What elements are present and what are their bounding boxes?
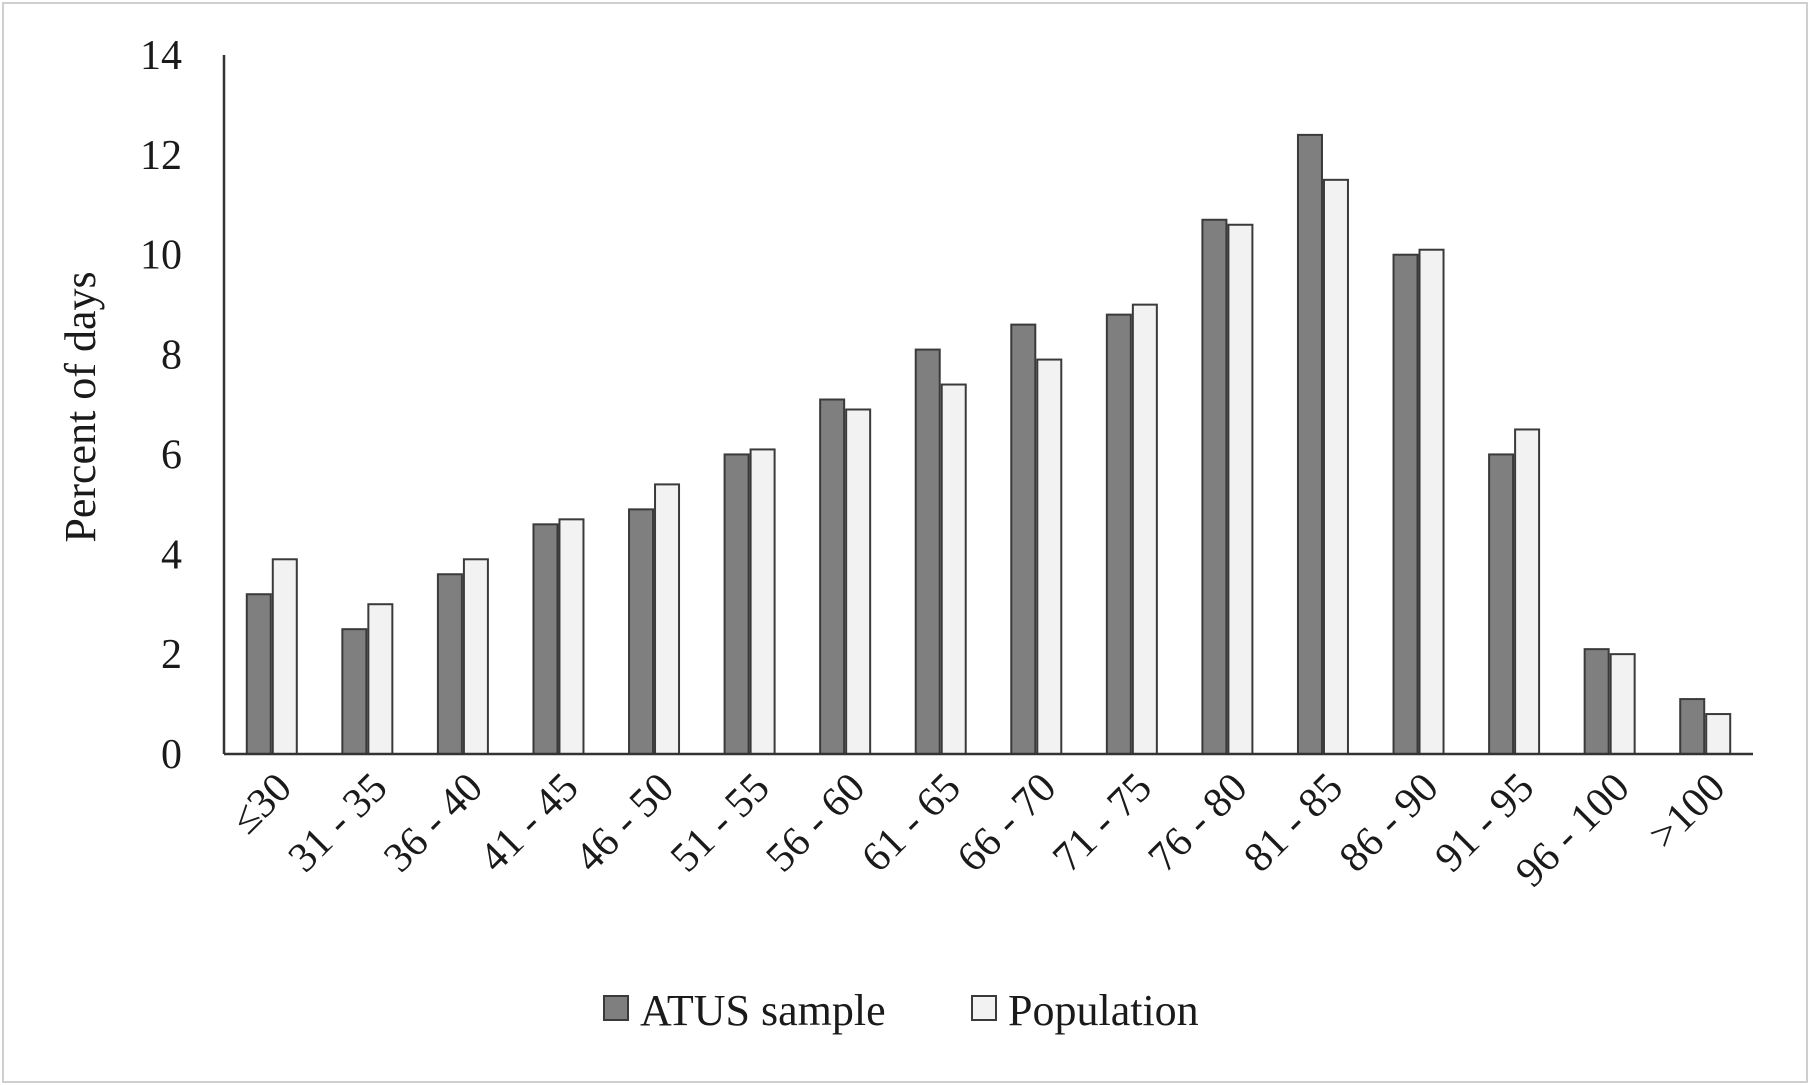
bar-population bbox=[940, 383, 967, 755]
bar-atus-sample bbox=[723, 453, 750, 755]
x-tick-label: 41 - 45 bbox=[471, 765, 588, 882]
x-tick-label: 86 - 90 bbox=[1331, 765, 1448, 882]
bar-population bbox=[654, 483, 681, 755]
bar-atus-sample bbox=[819, 398, 846, 755]
y-tick-label: 10 bbox=[140, 233, 182, 279]
bar-atus-sample bbox=[245, 593, 272, 755]
x-tick-label: 61 - 65 bbox=[853, 765, 970, 882]
y-tick-label: 4 bbox=[161, 532, 182, 578]
bars bbox=[245, 133, 1732, 756]
x-tick-label: 51 - 55 bbox=[662, 765, 779, 882]
x-tick-label: 46 - 50 bbox=[566, 765, 683, 882]
y-tick-label: 14 bbox=[140, 33, 182, 79]
bar-population bbox=[1322, 178, 1349, 756]
legend-swatch bbox=[603, 995, 629, 1021]
bar-population bbox=[1609, 653, 1636, 756]
bar-population bbox=[1705, 713, 1732, 755]
x-tick-label: 76 - 80 bbox=[1140, 765, 1257, 882]
bar-atus-sample bbox=[628, 508, 655, 755]
y-axis-ticks: 0 2 4 6 8 10 12 14 bbox=[140, 33, 182, 778]
legend-label: ATUS sample bbox=[640, 986, 886, 1035]
bar-atus-sample bbox=[1488, 453, 1515, 755]
y-tick-label: 6 bbox=[161, 432, 182, 478]
bar-population bbox=[462, 558, 489, 755]
bar-atus-sample bbox=[1583, 648, 1610, 756]
y-tick-label: 8 bbox=[161, 333, 182, 379]
bar-population bbox=[845, 408, 872, 755]
legend: ATUS sample Population bbox=[603, 986, 1199, 1035]
bar-population bbox=[1131, 303, 1158, 755]
x-tick-label: >100 bbox=[1640, 765, 1734, 859]
bar-population bbox=[367, 603, 394, 756]
bar-population bbox=[1514, 428, 1541, 755]
y-tick-label: 2 bbox=[161, 632, 182, 678]
bar-atus-sample bbox=[1010, 323, 1037, 755]
x-tick-label: 56 - 60 bbox=[758, 765, 875, 882]
bar-population bbox=[271, 558, 298, 755]
bar-atus-sample bbox=[1392, 253, 1419, 755]
legend-swatch bbox=[971, 995, 997, 1021]
x-tick-label: 71 - 75 bbox=[1044, 765, 1161, 882]
x-tick-label: 81 - 85 bbox=[1235, 765, 1352, 882]
bar-population bbox=[749, 448, 776, 755]
bar-atus-sample bbox=[914, 348, 941, 755]
x-tick-label: 66 - 70 bbox=[949, 765, 1066, 882]
y-tick-label: 0 bbox=[161, 732, 182, 778]
bar-atus-sample bbox=[341, 628, 368, 756]
bar-population bbox=[558, 518, 585, 755]
y-axis-label: Percent of days bbox=[56, 271, 105, 542]
x-tick-label: ≤30 bbox=[222, 765, 301, 844]
bar-atus-sample bbox=[1679, 698, 1706, 755]
y-tick-label: 12 bbox=[140, 133, 182, 179]
bar-population bbox=[1418, 248, 1445, 755]
bar-atus-sample bbox=[1201, 218, 1228, 755]
bar-population bbox=[1036, 358, 1063, 755]
x-tick-label: 31 - 35 bbox=[280, 765, 397, 882]
bar-population bbox=[1227, 223, 1254, 755]
bar-atus-sample bbox=[1296, 133, 1323, 755]
bar-atus-sample bbox=[1105, 313, 1132, 755]
x-tick-label: 36 - 40 bbox=[375, 765, 492, 882]
bar-atus-sample bbox=[532, 523, 559, 755]
bar-atus-sample bbox=[436, 573, 463, 755]
legend-label: Population bbox=[1008, 986, 1199, 1035]
